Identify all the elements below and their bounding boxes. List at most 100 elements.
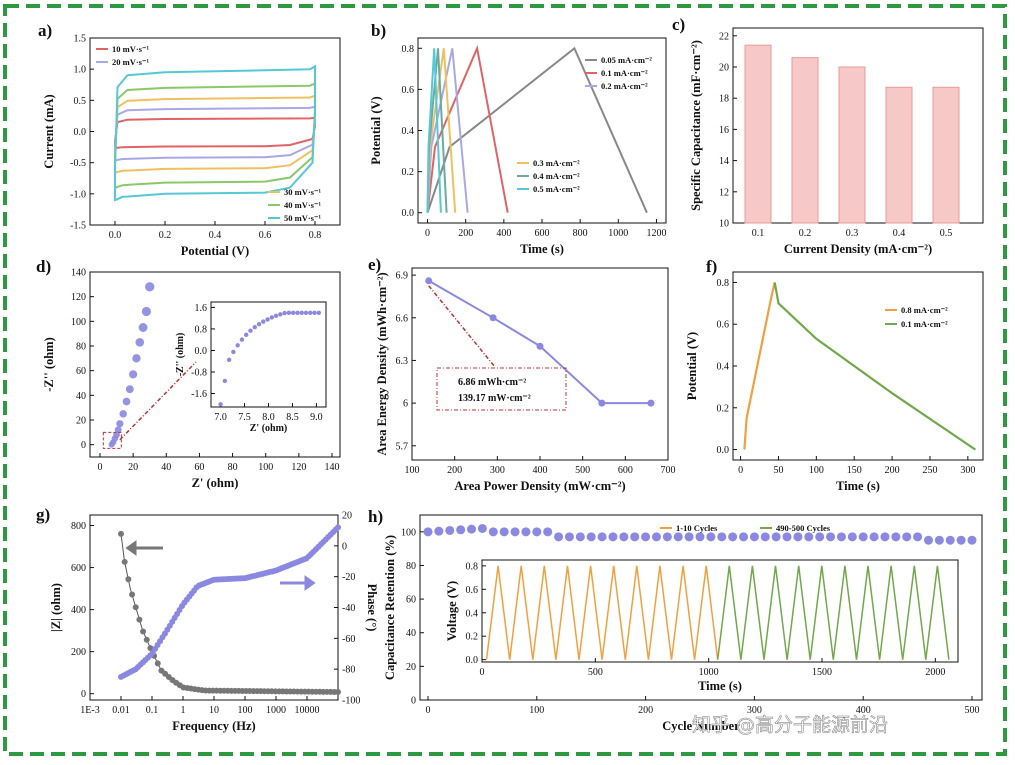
y-tick-label: 0.2 xyxy=(466,632,479,643)
y-tick-label: -1.0 xyxy=(70,189,86,200)
x-tick-label: 200 xyxy=(447,465,462,476)
retention-point xyxy=(456,525,466,535)
phase-arrow xyxy=(280,575,316,591)
cycle-wave xyxy=(508,565,534,660)
legend-item-label: 0.8 mA·cm⁻² xyxy=(901,305,948,315)
panel-d-nyquist: 0 20 40 60 80 100 120 140 0 20 40 60 80 100 120 140 Z' (… xyxy=(36,257,341,490)
retention-point xyxy=(684,532,694,542)
x-tick-label: 7.0 xyxy=(214,412,227,423)
y-tick-label: 0.8 xyxy=(717,278,730,289)
legend-item-label: 50 mV·s⁻¹ xyxy=(284,213,321,223)
retention-point xyxy=(630,532,640,542)
y-tick-label: 0.4 xyxy=(466,608,479,619)
y-tick-label: 22 xyxy=(719,31,729,42)
y2-tick-label: 20 xyxy=(342,511,352,522)
retention-point xyxy=(847,532,857,542)
retention-point xyxy=(804,532,814,542)
retention-point xyxy=(782,532,792,542)
y2-tick-label: -100 xyxy=(342,696,360,707)
ragone-point xyxy=(425,277,433,285)
y-tick-label: 200 xyxy=(71,647,86,658)
retention-point xyxy=(967,535,977,545)
y-tick-label: 0.5 xyxy=(74,96,87,107)
y2-tick-label: -80 xyxy=(342,665,355,676)
y-tick-label: 16 xyxy=(719,125,729,136)
inset-point xyxy=(218,402,223,407)
panel-b-gcd: 0 200 400 600 800 1000 1200 0.0 0.2 0.4 0.6 0.8 Time… xyxy=(369,21,667,256)
plot-frame xyxy=(411,267,669,461)
retention-point xyxy=(934,535,944,545)
cycle-wave xyxy=(901,565,927,660)
y-tick-label: -0.5 xyxy=(70,158,86,169)
panel-label: f) xyxy=(706,257,717,276)
nyquist-point xyxy=(141,306,151,317)
impedance-arrow xyxy=(125,540,163,556)
retention-point xyxy=(575,532,585,542)
y2-tick-label: -20 xyxy=(342,572,355,583)
cycle-wave xyxy=(624,565,650,660)
cycle-wave xyxy=(809,565,835,660)
legend-item-label: 1-10 Cycles xyxy=(676,523,718,533)
y-axis-label: Capacitance Retention (%) xyxy=(383,535,397,680)
y-tick-label: 140 xyxy=(71,268,86,279)
legend-item-label: 0.4 mA·cm⁻² xyxy=(533,171,580,181)
inset-point xyxy=(252,325,257,330)
retention-point xyxy=(608,532,618,542)
retention-point xyxy=(923,535,933,545)
y-tick-label: 1.6 xyxy=(195,303,208,314)
y-tick-label: 800 xyxy=(71,521,86,532)
x-tick-label: 10000 xyxy=(295,705,320,716)
x-tick-label: 0.6 xyxy=(259,230,272,241)
impedance-point xyxy=(121,558,128,565)
inset-point xyxy=(303,310,309,315)
ragone-point xyxy=(489,314,497,322)
y-tick-label: 20 xyxy=(76,416,86,427)
y-tick-label: -0.8 xyxy=(191,368,207,379)
retention-point xyxy=(706,532,716,542)
y-tick-label: 10 xyxy=(719,219,729,230)
x-tick-label: 400 xyxy=(533,465,548,476)
plot-frame xyxy=(481,559,959,663)
nyquist-point xyxy=(138,323,148,332)
annotation-energy: 6.86 mWh·cm⁻² xyxy=(458,377,526,388)
y-tick-label: -1.5 xyxy=(70,221,86,232)
panel-f-gcd: 0 50 100 150 200 250 300 0.0 0.2 0.4 0.6 0.8 Time (s… xyxy=(685,257,984,493)
plot-frame xyxy=(419,514,983,701)
y-tick-label: 0.6 xyxy=(717,320,730,331)
retention-point xyxy=(434,526,444,536)
y-tick-label: 20 xyxy=(719,63,729,74)
panel-label: g) xyxy=(36,505,50,524)
y-tick-label: 120 xyxy=(71,292,86,303)
y-tick-label: 0.8 xyxy=(195,324,208,335)
x-tick-label: 600 xyxy=(535,228,550,239)
x-tick-label: 1E-3 xyxy=(80,705,99,716)
legend-item-label: 40 mV·s⁻¹ xyxy=(284,200,321,210)
inset-point xyxy=(286,310,292,315)
y-tick-label: 0.0 xyxy=(466,655,479,666)
legend-item-label: 10 mV·s⁻¹ xyxy=(112,44,149,54)
x-tick-label: 100 xyxy=(809,465,824,476)
bar xyxy=(932,86,960,224)
watermark: 知乎 @高分子能源前沿 xyxy=(692,714,888,736)
plot-frame xyxy=(417,37,667,224)
cycle-wave xyxy=(925,565,950,660)
retention-point xyxy=(564,532,574,542)
x-tick-label: 200 xyxy=(638,705,653,716)
x-tick-label: 120 xyxy=(291,462,306,473)
x-tick-label: 400 xyxy=(856,705,871,716)
impedance-point xyxy=(129,591,136,598)
panel-h-cycling: 0 100 200 300 400 500 0 20 40 60 80 100 Cycle Number… xyxy=(368,507,983,733)
x-tick-label: 1000 xyxy=(608,228,628,239)
x-tick-label: 700 xyxy=(661,465,676,476)
y-axis-label: Potential (V) xyxy=(685,332,699,400)
annotation-arrow xyxy=(428,285,496,368)
retention-point xyxy=(532,527,542,537)
x-tick-label: 500 xyxy=(588,667,603,678)
y-tick-label: 0 xyxy=(411,696,416,707)
legend-item-label: 0.1 mA·cm⁻² xyxy=(601,68,648,78)
bar xyxy=(838,66,866,224)
retention-point xyxy=(956,535,966,545)
bar xyxy=(791,57,819,224)
y-tick-label: 1.5 xyxy=(74,34,87,45)
x-tick-label: 60 xyxy=(194,462,204,473)
